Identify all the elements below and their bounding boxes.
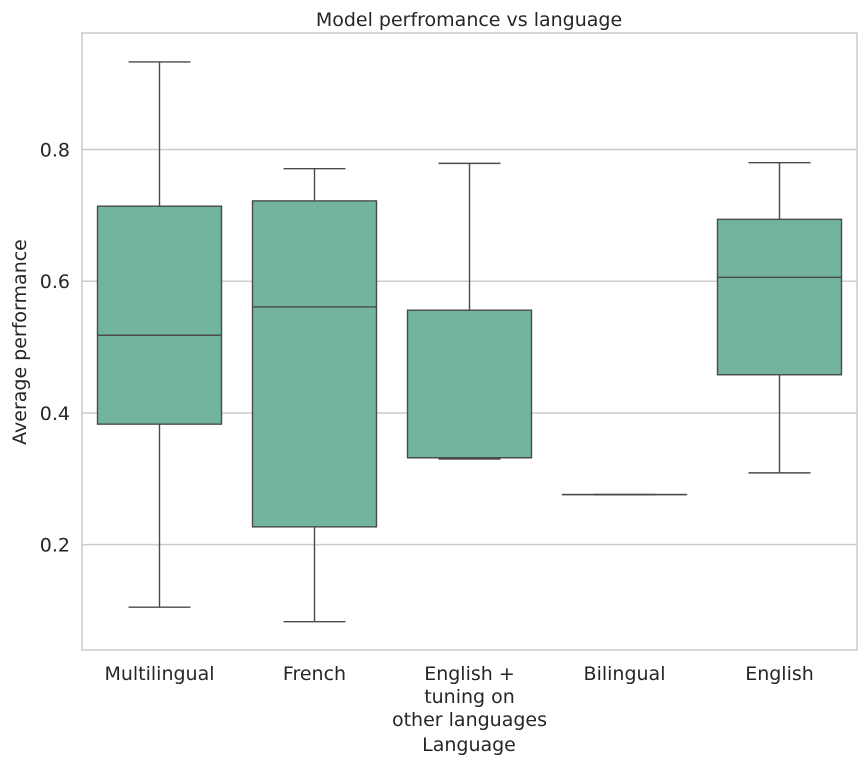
chart-title: Model perfromance vs language (316, 9, 622, 31)
y-tick-label: 0.2 (40, 535, 70, 557)
x-axis-label: Language (422, 734, 516, 756)
x-tick-label-line: other languages (392, 709, 547, 731)
y-tick-labels: 0.2 0.4 0.6 0.8 (40, 140, 70, 557)
box-iqr (253, 201, 377, 527)
box-iqr (718, 219, 842, 374)
x-tick-label-line: English (745, 663, 814, 685)
box-group (718, 163, 842, 473)
box-iqr (98, 206, 222, 424)
y-tick-label: 0.6 (40, 271, 70, 293)
box-iqr (408, 310, 532, 458)
box-group (253, 169, 377, 622)
y-tick-label: 0.4 (40, 403, 70, 425)
x-tick-label-line: tuning on (424, 686, 515, 708)
x-tick-label: Bilingual (584, 663, 666, 685)
y-axis-label: Average performance (9, 239, 31, 445)
boxes (98, 62, 842, 622)
x-tick-label: English (745, 663, 814, 685)
box-group (408, 163, 532, 459)
x-tick-label-line: French (283, 663, 346, 685)
x-tick-label-line: Bilingual (584, 663, 666, 685)
box-group (98, 62, 222, 607)
x-tick-label: Multilingual (104, 663, 214, 685)
x-tick-label-line: Multilingual (104, 663, 214, 685)
x-tick-label-line: English + (424, 663, 515, 685)
x-tick-label: French (283, 663, 346, 685)
y-tick-label: 0.8 (40, 140, 70, 162)
